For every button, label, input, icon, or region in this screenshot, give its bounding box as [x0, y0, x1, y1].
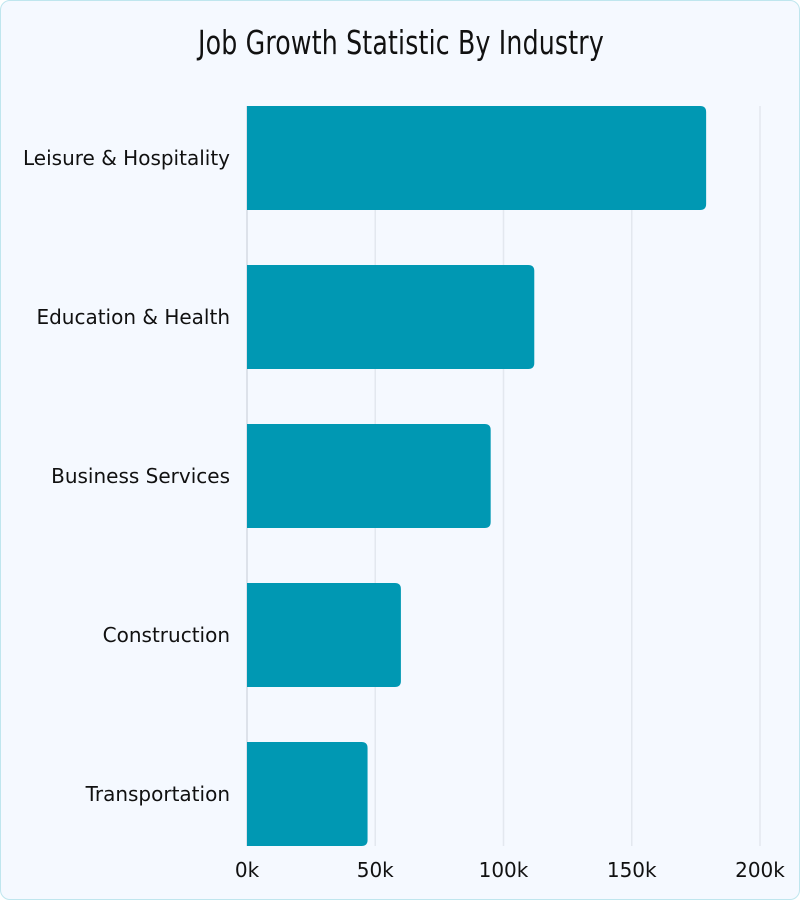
bar — [247, 106, 707, 210]
bar — [247, 583, 401, 687]
x-tick-label: 0k — [235, 858, 260, 882]
bar — [247, 742, 368, 846]
chart-title: Job Growth Statistic By Industry — [198, 23, 604, 62]
bar — [247, 424, 491, 528]
category-label: Education & Health — [36, 305, 230, 329]
category-label: Transportation — [85, 782, 230, 806]
category-label: Business Services — [51, 464, 230, 488]
bar — [247, 265, 535, 369]
x-tick-label: 50k — [357, 858, 394, 882]
x-tick-label: 100k — [479, 858, 529, 882]
x-tick-label: 150k — [607, 858, 657, 882]
category-label: Leisure & Hospitality — [23, 146, 230, 170]
category-label: Construction — [103, 623, 230, 647]
x-tick-label: 200k — [735, 858, 785, 882]
